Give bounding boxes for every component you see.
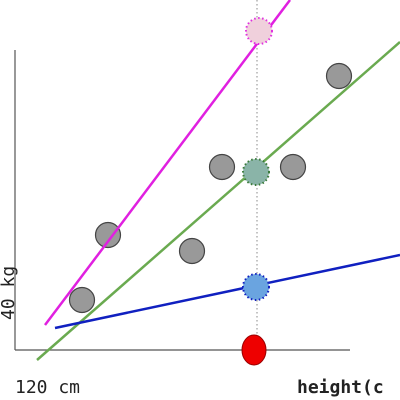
- prediction-dot: [245, 17, 273, 45]
- prediction-dot: [242, 273, 270, 301]
- x-axis-title: height(c: [297, 377, 384, 398]
- green-line: [36, 41, 400, 361]
- blue-line: [54, 253, 400, 330]
- prediction-dot: [242, 158, 270, 186]
- y-start-label: 40 kg: [0, 266, 19, 320]
- point: [279, 153, 307, 181]
- query-point: [241, 334, 267, 366]
- sample-points: [68, 62, 353, 314]
- point: [208, 153, 236, 181]
- point: [325, 62, 353, 90]
- point: [94, 221, 122, 249]
- point: [68, 286, 96, 314]
- point: [178, 237, 206, 265]
- x-start-label: 120 cm: [15, 377, 80, 398]
- magenta-line: [44, 0, 291, 326]
